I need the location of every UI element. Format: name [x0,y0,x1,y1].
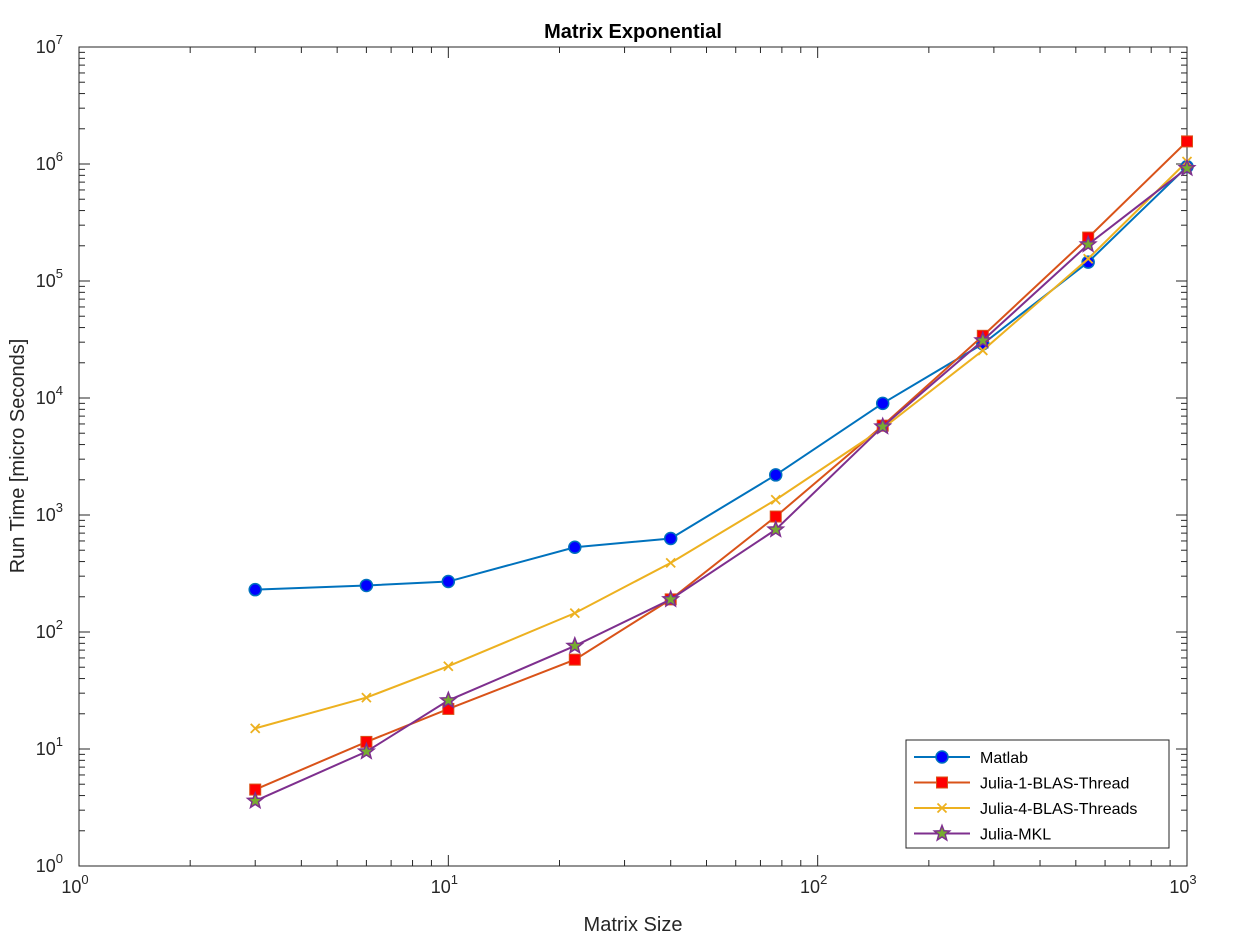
y-tick-label: 100 [36,851,63,876]
data-point [443,661,454,672]
legend-marker [935,750,949,764]
legend-entry: Julia-4-BLAS-Threads [914,801,1137,818]
legend-label: Matlab [980,750,1028,767]
data-point [1081,255,1095,269]
data-point [768,468,783,482]
data-point [875,396,890,411]
data-point [568,653,581,666]
series-julia-mkl [245,158,1197,810]
y-tick-label: 107 [36,32,63,57]
legend-label: Julia-MKL [980,827,1051,844]
data-point [245,790,265,810]
legend-entry: Julia-1-BLAS-Thread [914,776,1129,793]
data-point [1177,158,1197,177]
data-point [661,589,681,608]
data-point [356,741,377,760]
axis-ticks: 100 101 102 103 100 101 102 103 104 105 106 107 [36,32,1197,897]
y-axis-label: Run Time [micro Seconds] [7,339,29,574]
legend: Matlab Julia-1-BLAS-Thread Julia-4-BLAS-Th… [905,739,1170,849]
data-point [1078,234,1098,253]
y-tick-label: 101 [36,734,63,759]
plot-area [78,46,1188,867]
x-tick-label: 102 [800,872,827,897]
legend-entry: Julia-MKL [914,823,1051,844]
x-tick-label: 103 [1169,872,1196,897]
series-layer [245,135,1197,810]
x-tick-label: 100 [61,872,88,897]
x-tick-label: 101 [431,872,458,897]
data-point [361,692,372,703]
data-point [359,578,374,593]
y-tick-label: 106 [36,149,63,174]
data-point [248,582,262,597]
data-point [665,557,676,568]
legend-label: Julia-1-BLAS-Thread [980,776,1129,793]
data-point [569,607,580,619]
data-point [663,531,678,546]
data-point [565,635,585,655]
x-axis-label: Matrix Size [584,914,683,936]
series-line [254,160,1188,730]
y-tick-label: 105 [36,266,63,291]
series-line [255,165,1188,591]
legend-marker [932,823,952,842]
data-point [250,723,261,734]
legend-label: Julia-4-BLAS-Threads [980,801,1137,818]
data-point [441,574,456,589]
y-tick-label: 102 [36,617,63,642]
data-point [770,494,781,505]
data-point [973,330,993,349]
y-tick-label: 104 [36,383,63,408]
y-tick-label: 103 [36,500,63,525]
data-point [1083,253,1094,264]
legend-marker [936,776,948,789]
data-point [568,540,582,555]
chart-title: Matrix Exponential [544,21,722,43]
data-point [438,690,458,709]
data-point [977,345,988,356]
legend-marker [936,802,948,814]
legend-entry: Matlab [914,750,1028,767]
data-point [766,519,786,538]
series-line [254,167,1188,802]
data-point [1181,135,1193,148]
data-point [873,416,893,435]
